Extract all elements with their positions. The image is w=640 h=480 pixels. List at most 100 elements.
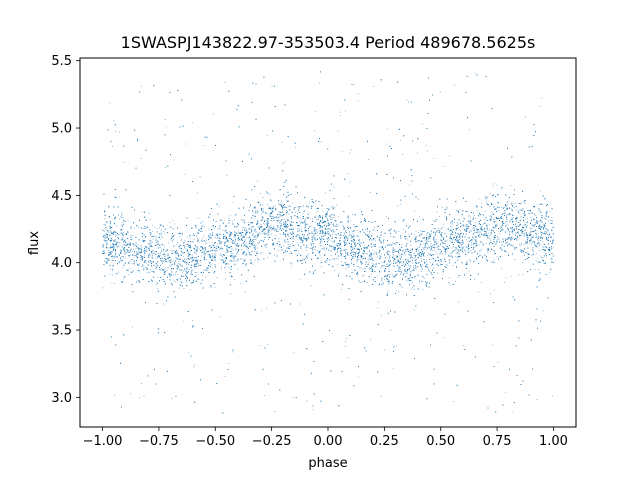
data-point bbox=[377, 225, 378, 227]
data-point bbox=[111, 260, 113, 262]
data-point bbox=[194, 250, 196, 252]
data-point bbox=[316, 211, 317, 213]
data-point bbox=[333, 248, 335, 250]
data-point bbox=[145, 262, 147, 264]
data-point bbox=[534, 219, 535, 220]
data-point bbox=[233, 241, 235, 243]
data-point bbox=[550, 237, 552, 238]
data-point bbox=[501, 206, 502, 208]
data-point bbox=[194, 267, 196, 269]
data-point bbox=[300, 223, 302, 225]
data-point bbox=[504, 391, 506, 393]
data-point bbox=[427, 255, 428, 256]
data-point bbox=[312, 218, 313, 220]
data-point bbox=[261, 219, 263, 221]
data-point bbox=[418, 262, 419, 264]
data-point bbox=[474, 279, 475, 281]
data-point bbox=[438, 228, 440, 230]
data-point bbox=[224, 81, 226, 83]
data-point bbox=[461, 224, 463, 226]
data-point bbox=[267, 213, 269, 215]
data-point bbox=[457, 222, 458, 224]
data-point bbox=[204, 145, 205, 147]
data-point bbox=[536, 234, 538, 235]
data-point bbox=[139, 262, 140, 264]
data-point bbox=[314, 249, 316, 250]
data-point bbox=[211, 267, 213, 269]
data-point bbox=[460, 237, 461, 239]
data-point bbox=[404, 253, 406, 255]
data-point bbox=[470, 244, 472, 246]
data-point bbox=[368, 237, 370, 239]
data-point bbox=[346, 253, 348, 255]
data-point bbox=[395, 255, 397, 256]
data-point bbox=[173, 274, 175, 276]
data-point bbox=[298, 235, 300, 237]
data-point bbox=[394, 243, 395, 244]
data-point bbox=[520, 223, 522, 225]
data-point bbox=[341, 235, 343, 236]
data-point bbox=[551, 237, 552, 239]
data-point bbox=[488, 236, 490, 238]
data-point bbox=[303, 238, 305, 239]
data-point bbox=[300, 247, 302, 249]
data-point bbox=[183, 270, 185, 272]
data-point bbox=[431, 233, 432, 235]
data-point bbox=[231, 256, 233, 258]
data-point bbox=[194, 264, 196, 265]
data-point bbox=[520, 209, 522, 211]
data-point bbox=[315, 233, 317, 235]
data-point bbox=[436, 253, 438, 255]
data-point bbox=[443, 232, 445, 234]
data-point bbox=[202, 249, 204, 251]
data-point bbox=[295, 235, 297, 237]
data-point bbox=[533, 237, 534, 239]
data-point bbox=[218, 227, 220, 229]
data-point bbox=[523, 244, 525, 246]
data-point bbox=[180, 265, 182, 266]
data-point bbox=[419, 233, 421, 235]
data-point bbox=[238, 232, 239, 234]
data-point bbox=[105, 229, 107, 230]
data-point bbox=[211, 246, 213, 248]
data-point bbox=[285, 227, 286, 228]
data-point bbox=[414, 267, 416, 269]
data-point bbox=[428, 253, 429, 254]
data-point bbox=[484, 219, 486, 221]
data-point bbox=[179, 236, 181, 238]
data-point bbox=[109, 235, 111, 236]
data-point bbox=[462, 252, 464, 254]
data-point bbox=[450, 226, 451, 227]
data-point bbox=[324, 254, 326, 255]
data-point bbox=[308, 201, 310, 203]
data-point bbox=[243, 240, 245, 242]
data-point bbox=[256, 251, 258, 252]
data-point bbox=[427, 243, 428, 244]
data-point bbox=[150, 243, 151, 245]
data-point bbox=[484, 210, 486, 212]
data-point bbox=[379, 267, 381, 269]
data-point bbox=[421, 261, 422, 262]
data-point bbox=[190, 250, 192, 252]
data-point bbox=[278, 241, 280, 243]
data-point bbox=[397, 242, 399, 244]
data-point bbox=[133, 248, 135, 250]
data-point bbox=[252, 263, 254, 265]
data-point bbox=[412, 287, 414, 289]
data-point bbox=[228, 237, 230, 239]
data-point bbox=[291, 233, 293, 235]
data-point bbox=[228, 240, 229, 242]
data-point bbox=[225, 278, 226, 280]
data-point bbox=[415, 260, 417, 262]
data-point bbox=[149, 269, 151, 270]
data-point bbox=[151, 253, 153, 254]
data-point bbox=[542, 310, 544, 312]
data-point bbox=[230, 293, 232, 295]
data-point bbox=[244, 220, 246, 222]
data-point bbox=[521, 231, 523, 233]
data-point bbox=[233, 257, 235, 258]
data-point bbox=[429, 254, 431, 256]
data-point bbox=[128, 262, 129, 263]
data-point bbox=[529, 240, 531, 242]
data-point bbox=[196, 248, 198, 249]
